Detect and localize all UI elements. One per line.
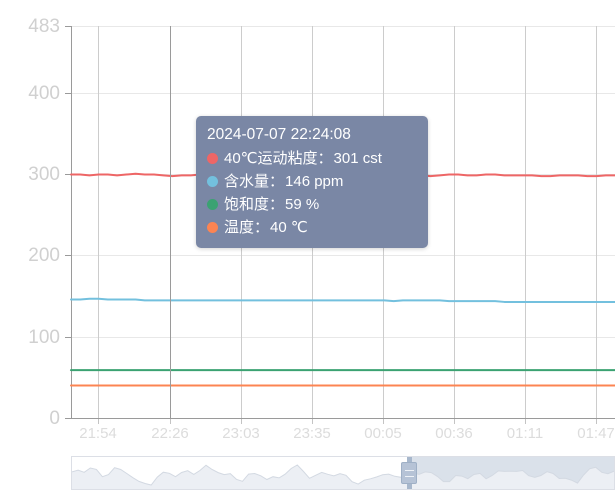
series-line-1 xyxy=(71,299,615,302)
datazoom-area xyxy=(72,465,614,489)
x-tick-mark-7 xyxy=(596,419,597,424)
datazoom-slider[interactable] xyxy=(71,456,615,490)
gridline-200 xyxy=(71,255,615,256)
y-tick-mark-200 xyxy=(65,255,71,256)
gridline-400 xyxy=(71,93,615,94)
x-tick-mark-3 xyxy=(312,419,313,424)
tooltip-value-water-content: 146 ppm xyxy=(285,173,344,190)
y-axis-label-483: 483 xyxy=(28,16,60,37)
y-axis-label-0: 0 xyxy=(49,408,60,429)
x-tick-mark-5 xyxy=(454,419,455,424)
tooltip-label-water-content: 含水量： xyxy=(224,173,285,190)
x-axis-label-3: 23:35 xyxy=(293,425,331,442)
y-axis-label-100: 100 xyxy=(28,327,60,348)
x-axis-label-4: 00:05 xyxy=(364,425,402,442)
series-dot-saturation-icon xyxy=(207,199,218,210)
chart-tooltip: 2024-07-07 22:24:08 40℃运动粘度： 301 cst 含水量… xyxy=(196,116,428,248)
x-tick-mark-0 xyxy=(98,419,99,424)
series-dot-water-content-icon xyxy=(207,176,218,187)
x-axis-line xyxy=(71,418,615,419)
gridline-483 xyxy=(71,26,615,27)
gridline-x-01-11 xyxy=(525,26,526,418)
x-axis-label-0: 21:54 xyxy=(79,425,117,442)
x-axis-label-2: 23:03 xyxy=(222,425,260,442)
x-axis-label-5: 00:36 xyxy=(435,425,473,442)
datazoom-outline xyxy=(72,465,614,485)
series-dot-temperature-icon xyxy=(207,222,218,233)
gridline-x-21-54 xyxy=(98,26,99,418)
tooltip-label-viscosity: 40℃运动粘度： xyxy=(224,150,333,167)
datazoom-handle-left-grip[interactable] xyxy=(401,462,417,484)
y-axis-label-400: 400 xyxy=(28,83,60,104)
x-axis-label-1: 22:26 xyxy=(151,425,189,442)
y-axis-label-300: 300 xyxy=(28,164,60,185)
x-tick-mark-4 xyxy=(383,419,384,424)
gridline-100 xyxy=(71,337,615,338)
x-tick-mark-1 xyxy=(170,419,171,424)
grip-line-2-icon xyxy=(405,476,414,477)
tooltip-row-saturation: 饱和度： 59 % xyxy=(207,193,417,216)
y-tick-mark-400 xyxy=(65,93,71,94)
tooltip-timestamp: 2024-07-07 22:24:08 xyxy=(207,126,351,143)
y-tick-mark-0 xyxy=(65,418,71,419)
y-tick-mark-300 xyxy=(65,174,71,175)
grip-line-1-icon xyxy=(405,470,414,471)
y-tick-mark-483 xyxy=(65,26,71,27)
x-axis-label-6: 01:11 xyxy=(506,425,544,442)
tooltip-row-viscosity: 40℃运动粘度： 301 cst xyxy=(207,147,417,170)
gridline-x-01-47 xyxy=(596,26,597,418)
y-axis-line xyxy=(71,26,72,418)
x-axis-label-7: 01:47 xyxy=(577,425,615,442)
tooltip-value-saturation: 59 % xyxy=(285,196,320,213)
tooltip-value-viscosity: 301 cst xyxy=(333,150,382,167)
gridline-x-00-36 xyxy=(454,26,455,418)
y-tick-mark-100 xyxy=(65,337,71,338)
y-axis-label-200: 200 xyxy=(28,245,60,266)
x-tick-mark-2 xyxy=(241,419,242,424)
tooltip-row-temperature: 温度： 40 ℃ xyxy=(207,216,417,239)
series-dot-viscosity-icon xyxy=(207,153,218,164)
axis-pointer-line xyxy=(170,26,171,418)
tooltip-label-temperature: 温度： xyxy=(224,219,270,236)
x-tick-mark-6 xyxy=(525,419,526,424)
tooltip-label-saturation: 饱和度： xyxy=(224,196,285,213)
tooltip-row-water-content: 含水量： 146 ppm xyxy=(207,170,417,193)
tooltip-value-temperature: 40 ℃ xyxy=(270,219,308,236)
datazoom-preview-curve xyxy=(72,457,614,489)
